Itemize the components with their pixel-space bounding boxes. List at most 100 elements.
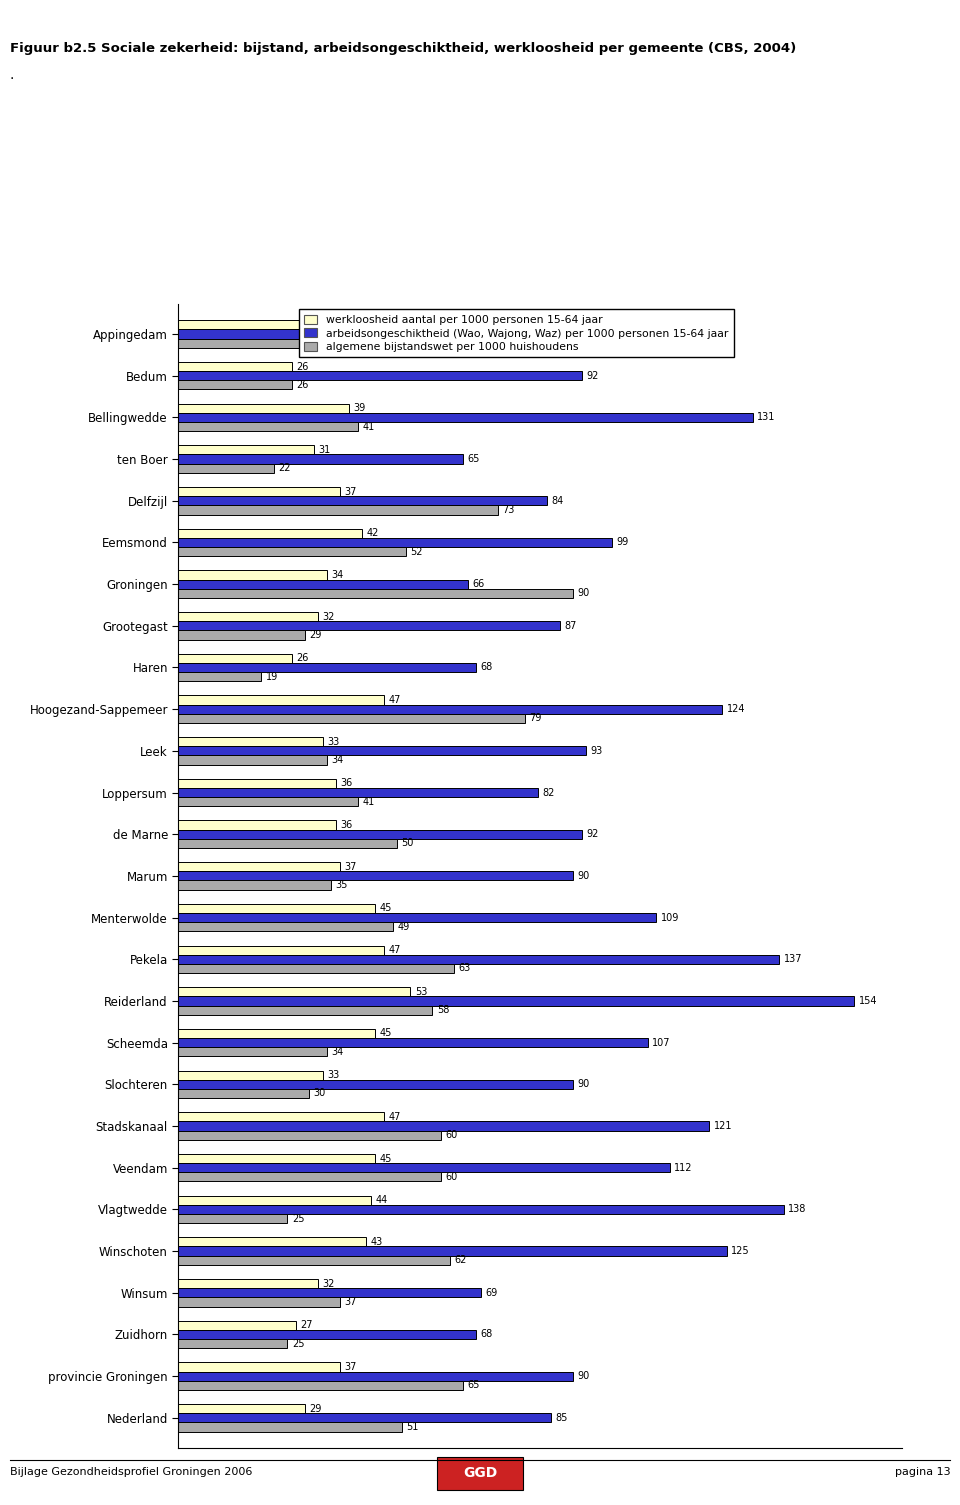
Text: 42: 42 bbox=[367, 528, 379, 539]
Bar bbox=[178, 1038, 648, 1047]
Bar bbox=[178, 1237, 367, 1246]
Text: 37: 37 bbox=[345, 486, 357, 497]
Bar bbox=[178, 488, 340, 497]
Text: 50: 50 bbox=[401, 838, 414, 849]
Text: 45: 45 bbox=[379, 1028, 392, 1038]
Bar bbox=[178, 1330, 476, 1339]
Bar bbox=[178, 1339, 287, 1348]
Text: 19: 19 bbox=[266, 671, 277, 682]
Bar bbox=[178, 546, 406, 557]
Bar bbox=[178, 838, 397, 847]
Bar bbox=[178, 464, 275, 473]
Text: 79: 79 bbox=[529, 713, 541, 724]
Bar bbox=[178, 789, 538, 798]
Text: 90: 90 bbox=[577, 1371, 589, 1382]
Text: 34: 34 bbox=[331, 756, 344, 765]
Text: 41: 41 bbox=[362, 421, 374, 432]
Text: 25: 25 bbox=[292, 1338, 304, 1348]
Text: 65: 65 bbox=[468, 1380, 480, 1391]
Text: 66: 66 bbox=[472, 579, 484, 588]
Text: 68: 68 bbox=[481, 662, 492, 673]
Text: 26: 26 bbox=[297, 379, 308, 390]
Bar bbox=[178, 1362, 340, 1371]
Text: 47: 47 bbox=[389, 945, 401, 956]
Text: 34: 34 bbox=[331, 570, 344, 579]
Bar bbox=[178, 954, 780, 963]
Text: pagina 13: pagina 13 bbox=[895, 1467, 950, 1476]
Text: 29: 29 bbox=[309, 1404, 322, 1413]
Text: 131: 131 bbox=[757, 412, 776, 423]
Text: 73: 73 bbox=[503, 504, 515, 515]
Bar bbox=[178, 695, 384, 704]
Bar bbox=[178, 1121, 709, 1130]
Text: 25: 25 bbox=[292, 1213, 304, 1224]
Bar bbox=[178, 361, 292, 372]
Text: Bijlage Gezondheidsprofiel Groningen 2006: Bijlage Gezondheidsprofiel Groningen 200… bbox=[10, 1467, 252, 1476]
Bar bbox=[178, 963, 454, 974]
Text: 47: 47 bbox=[389, 695, 401, 704]
Text: 43: 43 bbox=[371, 1237, 383, 1248]
Bar bbox=[178, 1246, 727, 1255]
Text: 27: 27 bbox=[300, 1320, 313, 1330]
Text: 22: 22 bbox=[278, 464, 291, 473]
Bar bbox=[178, 987, 411, 996]
Bar bbox=[178, 1255, 450, 1264]
Bar bbox=[178, 1163, 669, 1172]
Bar bbox=[178, 1047, 327, 1057]
Text: 37: 37 bbox=[345, 1297, 357, 1306]
Text: 41: 41 bbox=[362, 796, 374, 807]
Bar bbox=[178, 1070, 323, 1079]
Text: 32: 32 bbox=[323, 1279, 335, 1288]
Bar bbox=[178, 455, 463, 464]
Bar bbox=[178, 1380, 463, 1391]
Text: 44: 44 bbox=[375, 1195, 388, 1206]
Text: 82: 82 bbox=[542, 787, 555, 798]
Text: 53: 53 bbox=[415, 987, 427, 996]
Bar bbox=[178, 445, 314, 455]
Text: 63: 63 bbox=[459, 963, 471, 974]
Bar bbox=[178, 412, 753, 421]
Text: 65: 65 bbox=[468, 339, 480, 348]
Bar bbox=[178, 673, 261, 682]
Text: 112: 112 bbox=[674, 1163, 692, 1172]
Text: 62: 62 bbox=[454, 1255, 467, 1266]
Text: 47: 47 bbox=[389, 1112, 401, 1121]
Text: 60: 60 bbox=[445, 1172, 458, 1181]
Bar bbox=[178, 1112, 384, 1121]
Bar bbox=[178, 1154, 375, 1163]
Bar bbox=[178, 579, 468, 588]
FancyBboxPatch shape bbox=[437, 1457, 523, 1490]
Text: 99: 99 bbox=[617, 537, 629, 548]
Text: 90: 90 bbox=[577, 871, 589, 880]
Text: 41: 41 bbox=[362, 321, 374, 330]
Bar bbox=[178, 1195, 371, 1206]
Text: 36: 36 bbox=[340, 820, 352, 831]
Bar bbox=[178, 1079, 573, 1090]
Bar bbox=[178, 653, 292, 662]
Bar bbox=[178, 905, 375, 914]
Text: 107: 107 bbox=[652, 1037, 670, 1047]
Text: 109: 109 bbox=[660, 912, 679, 923]
Bar bbox=[178, 339, 463, 348]
Bar bbox=[178, 704, 722, 713]
Text: 87: 87 bbox=[564, 620, 577, 631]
Bar bbox=[178, 871, 573, 880]
Bar bbox=[178, 1130, 442, 1139]
Text: 33: 33 bbox=[327, 736, 339, 746]
Bar bbox=[178, 528, 362, 537]
Text: 154: 154 bbox=[858, 996, 877, 1005]
Legend: werkloosheid aantal per 1000 personen 15-64 jaar, arbeidsongeschiktheid (Wao, Wa: werkloosheid aantal per 1000 personen 15… bbox=[299, 310, 733, 358]
Text: 84: 84 bbox=[551, 495, 564, 506]
Text: 52: 52 bbox=[411, 546, 423, 557]
Text: 34: 34 bbox=[331, 1047, 344, 1057]
Text: 51: 51 bbox=[406, 1422, 419, 1431]
Text: .: . bbox=[10, 68, 14, 81]
Bar bbox=[178, 737, 323, 746]
Text: GGD: GGD bbox=[463, 1466, 497, 1481]
Bar bbox=[178, 403, 348, 412]
Text: 39: 39 bbox=[353, 403, 366, 414]
Bar bbox=[178, 923, 393, 932]
Text: 58: 58 bbox=[437, 1005, 449, 1016]
Text: 92: 92 bbox=[587, 370, 598, 381]
Bar bbox=[178, 746, 587, 756]
